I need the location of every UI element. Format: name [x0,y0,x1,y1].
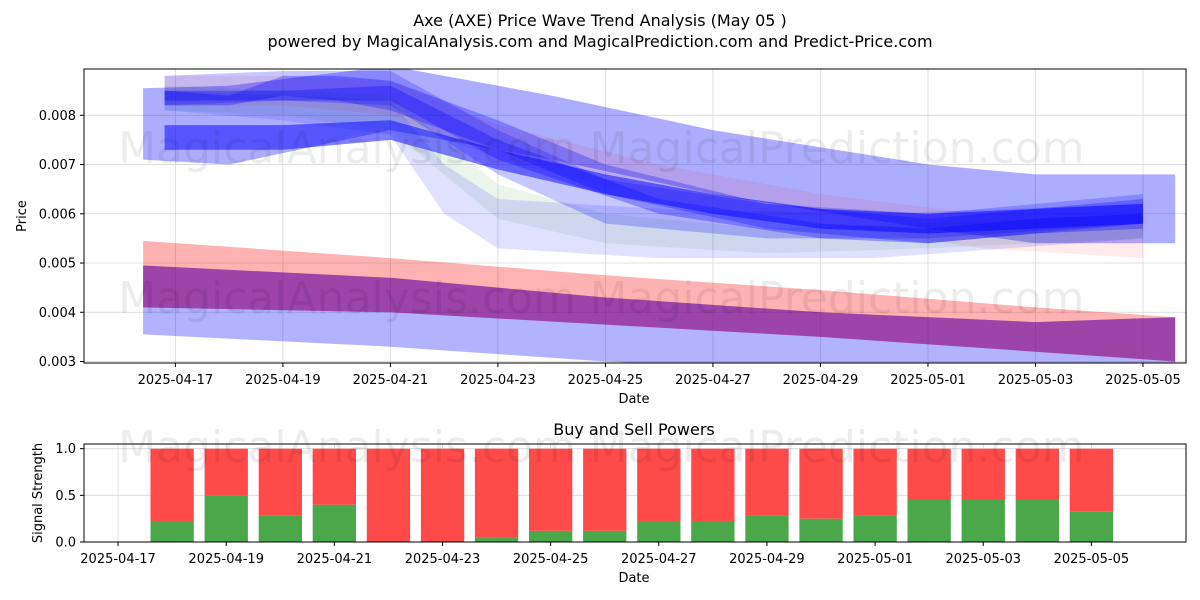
price-y-tick-label: 0.008 [39,109,76,124]
buy-bar-2025-04-20 [258,515,302,542]
price-plot-frame [83,68,1187,364]
signal-y-tick-label: 0.0 [55,536,76,551]
price-y-tick-label: 0.003 [39,355,76,370]
price-x-tick-label: 2025-04-25 [568,373,644,388]
signal-y-label: Signal Strength [31,443,46,543]
price-x-tick-label: 2025-05-03 [998,373,1074,388]
price-axes: MagicalAnalysis.com MagicalPrediction.co… [15,68,1187,407]
sell-bar-2025-04-24 [474,448,519,538]
chart-subtitle: powered by MagicalAnalysis.com and Magic… [267,32,932,51]
sell-bar-2025-04-28 [691,448,735,522]
sell-bar-2025-04-21 [312,448,356,505]
buy-bar-2025-04-27 [637,521,681,542]
signal-x-tick-label: 2025-04-21 [297,552,373,567]
buy-bar-2025-05-05 [1069,511,1113,542]
signal-plot-frame [83,443,1187,543]
watermark-2: MagicalPrediction.com [590,123,1085,174]
price-y-ticks: 0.003 0.004 0.005 0.006 0.007 0.008 [39,109,84,370]
signal-x-tick-label: 2025-04-27 [621,552,697,567]
price-bands [143,69,1176,363]
watermark-1: MagicalAnalysis.com [118,123,576,174]
signal-axes: Buy and Sell Powers MagicalAnalysis.com … [31,420,1187,586]
price-band-8 [164,71,1144,239]
signal-x-tick-label: 2025-04-29 [729,552,805,567]
sell-bar-2025-04-27 [637,448,681,522]
signal-x-tick-label: 2025-04-19 [188,552,264,567]
buy-bar-2025-04-28 [691,521,735,542]
buy-bar-2025-04-24 [474,537,519,542]
price-band-10 [164,120,1144,234]
signal-y-ticks: 0.0 0.5 1.0 [55,442,84,551]
price-x-label: Date [618,392,649,407]
buy-bar-2025-04-19 [204,495,248,542]
sell-bar-2025-04-23 [420,448,465,542]
watermark-6: MagicalPrediction.com [590,422,1085,473]
buy-bar-2025-04-18 [150,521,194,542]
price-band-11 [164,85,1144,244]
signal-y-tick-label: 1.0 [55,442,76,457]
buy-bar-2025-05-04 [1015,500,1059,542]
signal-x-tick-label: 2025-04-23 [405,552,481,567]
sell-bar-2025-05-05 [1069,448,1113,512]
sell-bar-2025-05-04 [1015,448,1059,500]
sell-bar-2025-04-18 [150,448,194,522]
sell-bar-2025-04-19 [204,448,248,496]
signal-y-tick-label: 0.5 [55,489,76,504]
signal-x-tick-label: 2025-05-05 [1054,552,1130,567]
signal-x-tick-label: 2025-04-17 [80,552,156,567]
price-x-tick-label: 2025-04-21 [353,373,429,388]
buy-bar-2025-04-29 [745,515,789,542]
price-y-tick-label: 0.006 [39,207,76,222]
sell-bar-2025-04-25 [529,448,573,531]
watermark-3: MagicalAnalysis.com [118,273,576,324]
sell-bar-2025-04-20 [258,448,302,516]
price-x-ticks: 2025-04-17 2025-04-19 2025-04-21 2025-04-23… [138,363,1181,388]
buy-bar-2025-05-01 [853,515,897,542]
buy-bar-2025-04-26 [583,530,627,542]
price-y-label: Price [15,200,30,232]
sell-bar-2025-05-03 [961,448,1005,500]
signal-x-ticks: 2025-04-17 2025-04-19 2025-04-21 2025-04-23… [80,542,1129,567]
signal-bars [150,448,1113,542]
price-x-tick-label: 2025-04-19 [245,373,321,388]
signal-x-tick-label: 2025-05-03 [945,552,1021,567]
sell-bar-2025-05-02 [907,448,951,500]
price-band-4 [143,69,1176,244]
price-y-tick-label: 0.005 [39,257,76,272]
buy-bar-2025-05-02 [907,500,951,542]
sell-bar-2025-04-22 [366,448,411,542]
price-band-3 [143,265,1176,362]
sell-bar-2025-04-29 [745,448,789,516]
buy-bar-2025-05-03 [961,500,1005,542]
signal-title: Buy and Sell Powers [553,420,715,439]
sell-bar-2025-04-30 [799,448,843,519]
sell-bar-2025-04-26 [583,448,627,531]
buy-bar-2025-04-21 [312,504,356,542]
sell-bar-2025-05-01 [853,448,897,516]
price-x-tick-label: 2025-04-23 [460,373,536,388]
price-x-tick-label: 2025-05-01 [890,373,966,388]
signal-x-label: Date [618,571,649,586]
chart-title: Axe (AXE) Price Wave Trend Analysis (May… [413,11,787,30]
price-y-tick-label: 0.004 [39,306,76,321]
buy-bar-2025-04-30 [799,518,843,542]
price-x-tick-label: 2025-04-29 [783,373,859,388]
price-x-tick-label: 2025-05-05 [1105,373,1181,388]
price-y-tick-label: 0.007 [39,158,76,173]
price-x-tick-label: 2025-04-17 [138,373,214,388]
signal-x-tick-label: 2025-04-25 [513,552,589,567]
watermark-5: MagicalAnalysis.com [118,422,576,473]
price-band-1 [143,240,1176,362]
price-x-tick-label: 2025-04-27 [675,373,751,388]
price-band-2 [143,265,1176,363]
signal-x-tick-label: 2025-05-01 [837,552,913,567]
buy-bar-2025-04-25 [529,530,573,542]
watermark-4: MagicalPrediction.com [590,273,1085,324]
